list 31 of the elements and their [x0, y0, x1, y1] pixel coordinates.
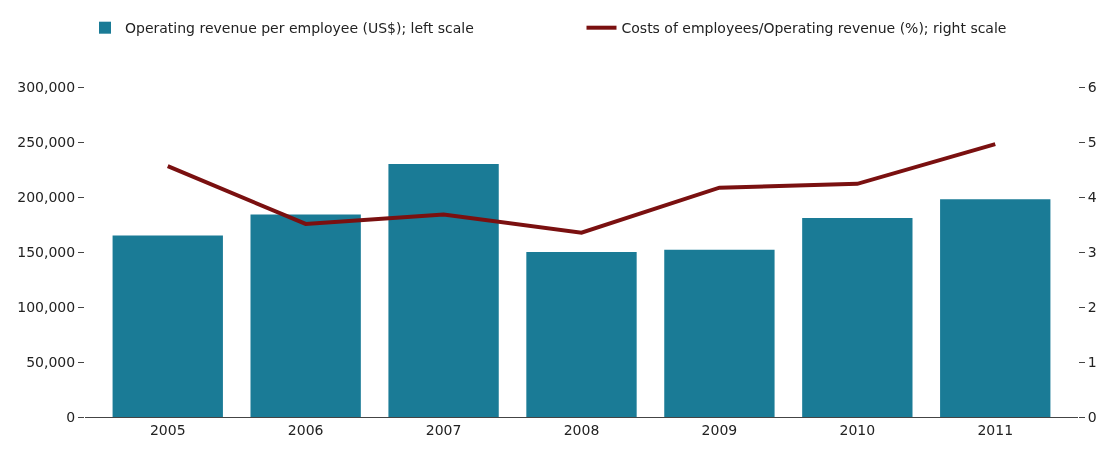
y-tick-label: 300,000: [17, 78, 76, 95]
legend-label: Operating revenue per employee (US$); left scale: [125, 20, 474, 37]
bar: [526, 252, 637, 417]
x-tick-label: 2005: [149, 421, 186, 438]
bar: [388, 164, 499, 417]
bar: [802, 217, 913, 417]
y2-tick-label: 5: [1087, 133, 1097, 150]
x-tick-label: 2007: [425, 421, 462, 438]
y2-tick-label: 3: [1087, 243, 1097, 260]
bar: [112, 235, 223, 417]
line-series: [165, 142, 998, 235]
y-tick-label: 200,000: [17, 188, 76, 205]
bar: [664, 249, 775, 417]
x-tick-label: 2009: [701, 421, 738, 438]
x-tick-label: 2008: [563, 421, 600, 438]
y2-tick-label: 4: [1087, 188, 1097, 205]
y-tick-label: 50,000: [26, 353, 76, 370]
x-tick-label: 2010: [839, 421, 876, 438]
y2-tick-label: 2: [1087, 298, 1097, 315]
x-tick-label: 2006: [287, 421, 324, 438]
y-tick-label: 150,000: [17, 243, 76, 260]
y-tick-label: 250,000: [17, 133, 76, 150]
bar: [940, 199, 1051, 417]
bar: [250, 214, 361, 417]
y2-tick-label: 6: [1087, 78, 1097, 95]
y2-tick-label: 0: [1087, 408, 1097, 425]
x-tick-label: 2011: [977, 421, 1014, 438]
legend-label: Costs of employees/Operating revenue (%); right scale: [621, 20, 1007, 37]
y-tick-label: 0: [66, 408, 76, 425]
y2-tick-label: 1: [1087, 353, 1097, 370]
y-tick-label: 100,000: [17, 298, 76, 315]
